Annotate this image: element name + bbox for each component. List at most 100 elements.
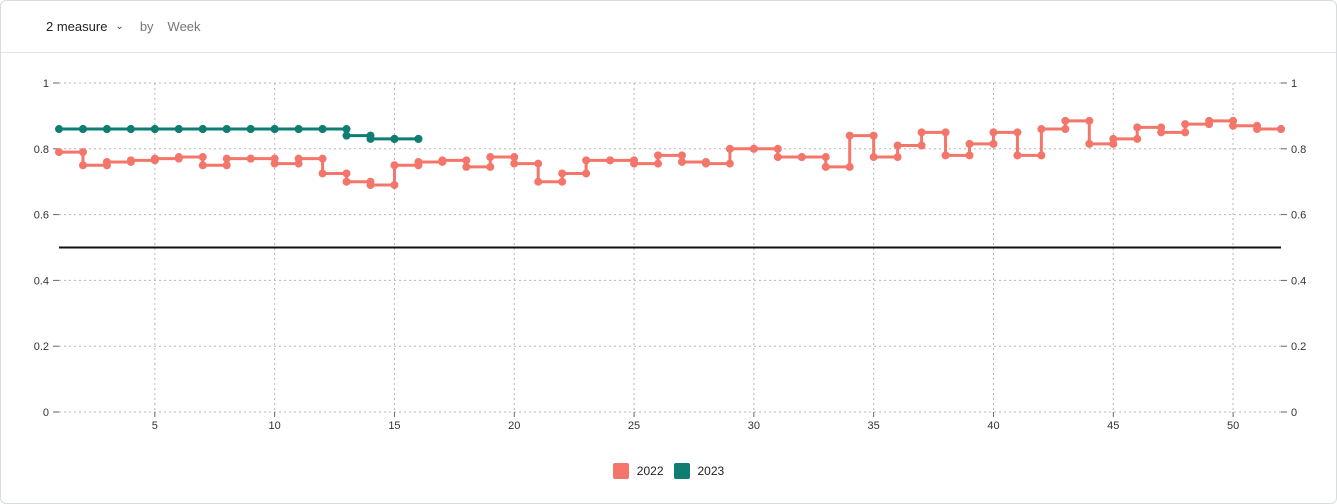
data-point xyxy=(654,159,663,168)
legend-swatch-2022 xyxy=(612,463,629,479)
x-tick-label: 45 xyxy=(1107,420,1119,432)
data-point xyxy=(534,159,543,168)
y-tick-label: 1 xyxy=(43,78,49,90)
data-point xyxy=(773,144,782,153)
data-point xyxy=(270,159,279,168)
data-point xyxy=(1181,128,1190,137)
data-point xyxy=(366,134,375,143)
legend: 2022 2023 xyxy=(1,463,1336,479)
data-point xyxy=(390,180,399,189)
data-point xyxy=(558,169,567,178)
series-line-2023 xyxy=(59,127,419,141)
y-tick-label: 0.4 xyxy=(34,275,49,287)
x-tick-label: 30 xyxy=(748,420,760,432)
data-point xyxy=(654,151,663,160)
data-point xyxy=(222,161,231,170)
data-point xyxy=(749,144,758,153)
data-point xyxy=(462,156,471,165)
data-point xyxy=(869,153,878,162)
data-point xyxy=(1061,125,1070,134)
legend-item-2022[interactable]: 2022 xyxy=(612,463,664,479)
data-point xyxy=(270,125,279,134)
axes: 0 00.2 0.20.4 0.40.6 0.60.8 0.81 15 10 15 20 25 30 3… xyxy=(34,78,1307,432)
data-point xyxy=(893,141,902,150)
series-2023 xyxy=(55,125,423,143)
data-point xyxy=(510,159,519,168)
data-point xyxy=(773,153,782,162)
data-point xyxy=(869,131,878,140)
data-point xyxy=(1157,128,1166,137)
y-right-tick-label: 1 xyxy=(1291,78,1297,90)
data-point xyxy=(1205,116,1214,125)
data-point xyxy=(606,156,615,165)
data-point xyxy=(78,125,87,134)
data-point xyxy=(342,169,351,178)
data-point xyxy=(102,125,111,134)
data-point xyxy=(414,134,423,143)
data-point xyxy=(582,169,591,178)
data-point xyxy=(677,157,686,166)
data-point xyxy=(126,156,135,165)
data-point xyxy=(438,156,447,165)
data-point xyxy=(174,125,183,134)
data-point xyxy=(102,157,111,166)
measure-dropdown-label: 2 measure xyxy=(46,19,108,34)
legend-item-2023[interactable]: 2023 xyxy=(673,463,724,479)
data-point xyxy=(821,162,830,171)
data-point xyxy=(725,159,734,168)
data-point xyxy=(1037,125,1046,134)
data-point xyxy=(725,144,734,153)
data-point xyxy=(989,128,998,137)
data-point xyxy=(246,125,255,134)
data-point xyxy=(1061,116,1070,125)
data-point xyxy=(150,125,159,134)
data-point xyxy=(917,128,926,137)
data-point xyxy=(318,125,327,134)
data-point xyxy=(941,151,950,160)
y-right-tick-label: 0.2 xyxy=(1291,341,1306,353)
data-point xyxy=(1013,128,1022,137)
data-point xyxy=(1013,151,1022,160)
data-point xyxy=(677,151,686,160)
data-point xyxy=(1277,125,1285,134)
x-tick-label: 40 xyxy=(987,420,999,432)
data-point xyxy=(55,125,63,134)
y-tick-label: 0.8 xyxy=(34,144,49,156)
data-point xyxy=(534,177,543,186)
data-point xyxy=(318,169,327,178)
data-point xyxy=(1229,121,1238,130)
y-tick-label: 0.2 xyxy=(34,341,49,353)
data-point xyxy=(462,162,471,171)
data-point xyxy=(414,157,423,166)
y-right-tick-label: 0.8 xyxy=(1291,144,1306,156)
data-point xyxy=(893,153,902,162)
data-point xyxy=(965,151,974,160)
measure-dropdown[interactable]: 2 measure ⌄ xyxy=(46,15,124,39)
data-point xyxy=(1037,151,1046,160)
data-point xyxy=(342,125,351,134)
data-point xyxy=(917,141,926,150)
chevron-down-icon: ⌄ xyxy=(115,20,124,32)
x-tick-label: 15 xyxy=(388,420,400,432)
data-point xyxy=(582,156,591,165)
x-tick-label: 35 xyxy=(868,420,880,432)
data-point xyxy=(318,154,327,163)
y-tick-label: 0 xyxy=(43,407,49,419)
data-point xyxy=(797,153,806,162)
data-point xyxy=(150,154,159,163)
x-tick-label: 10 xyxy=(269,420,281,432)
data-point xyxy=(78,161,87,170)
data-point xyxy=(989,139,998,148)
series-layer xyxy=(55,116,1285,189)
data-point xyxy=(342,131,351,140)
chart-toolbar: 2 measure ⌄ by Week xyxy=(1,1,1336,53)
data-point xyxy=(174,153,183,162)
data-point xyxy=(1181,120,1190,129)
dimension-selector[interactable]: Week xyxy=(167,19,201,34)
y-tick-label: 0.6 xyxy=(34,210,49,222)
data-point xyxy=(941,128,950,137)
data-point xyxy=(390,134,399,143)
data-point xyxy=(198,125,207,134)
